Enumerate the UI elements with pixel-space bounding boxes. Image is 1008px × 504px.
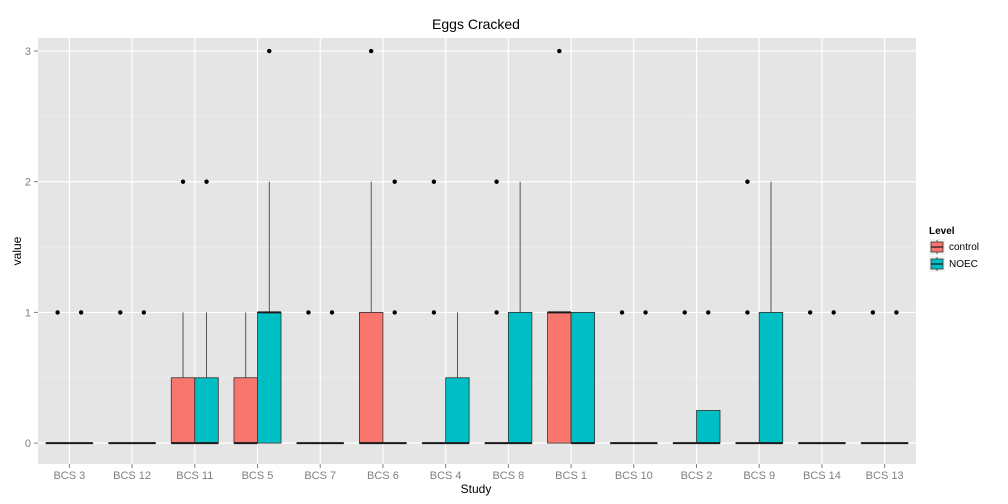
x-tick-label: BCS 9 (743, 470, 775, 482)
outlier-point (180, 179, 186, 184)
x-axis-title: Study (461, 482, 492, 496)
y-axis-title: value (10, 236, 24, 265)
outlier-point (267, 48, 272, 54)
x-tick-label: BCS 8 (492, 470, 524, 482)
box-control (296, 310, 321, 445)
box-noec (696, 310, 721, 445)
plot-panel (38, 38, 916, 464)
box-control (233, 312, 258, 445)
box-noec (821, 310, 846, 445)
y-tick-label: 1 (25, 307, 31, 319)
legend-item-control: control (929, 239, 979, 255)
outlier-point (870, 310, 876, 315)
x-tick-label: BCS 4 (430, 470, 462, 482)
legend-title: Level (929, 226, 955, 237)
chart-title: Eggs Cracked (432, 16, 520, 32)
box-rect (359, 312, 384, 444)
outlier-point (141, 310, 147, 315)
box-rect (570, 312, 595, 444)
box-rect (445, 377, 470, 444)
x-tick-label: BCS 10 (615, 470, 653, 482)
box-rect (507, 312, 533, 444)
outlier-point (557, 48, 562, 54)
box-control (798, 310, 823, 445)
outlier-point (204, 179, 209, 184)
series-control (45, 48, 886, 445)
outlier-point (494, 179, 499, 184)
series-noec (68, 48, 909, 445)
box-control (672, 310, 697, 445)
x-tick-label: BCS 11 (176, 470, 213, 482)
box-noec (68, 310, 94, 445)
box-control (421, 179, 447, 445)
y-axis: 0 1 2 3 (25, 46, 38, 450)
outlier-point (745, 310, 750, 315)
x-tick-label: BCS 14 (803, 470, 841, 482)
box-noec (382, 179, 407, 445)
box-rect (696, 410, 721, 444)
box-rect (257, 312, 282, 444)
legend-label: control (949, 242, 979, 253)
x-tick-label: BCS 7 (304, 470, 336, 482)
outlier-point (392, 310, 397, 315)
x-tick-label: BCS 1 (555, 470, 587, 482)
outlier-point (807, 310, 813, 315)
outlier-point (55, 310, 60, 315)
x-tick-label: BCS 2 (681, 470, 713, 482)
box-rect (233, 377, 258, 444)
box-rect (194, 377, 219, 444)
box-noec (884, 310, 909, 445)
box-noec (758, 181, 784, 445)
x-axis: BCS 3 BCS 12 BCS 11 BCS 5 BCS 7 BCS 6 BCS 4 BCS… (53, 464, 904, 482)
outlier-point (329, 310, 335, 315)
box-noec (319, 310, 345, 445)
outlier-point (831, 310, 836, 315)
outlier-point (306, 310, 311, 315)
x-tick-label: BCS 6 (367, 470, 399, 482)
box-control (359, 48, 384, 445)
x-tick-label: BCS 13 (866, 470, 904, 482)
legend: Level control NOEC (929, 226, 979, 272)
box-series (45, 48, 909, 445)
legend-items: control NOEC (929, 239, 979, 272)
outlier-point (368, 48, 374, 54)
box-noec (131, 310, 156, 445)
y-tick-label: 0 (25, 438, 31, 450)
box-noec (507, 181, 533, 445)
outlier-point (894, 310, 899, 315)
box-control (735, 179, 760, 445)
box-rect (547, 312, 572, 444)
outlier-point (745, 179, 750, 184)
outlier-point (619, 310, 625, 315)
x-tick-label: BCS 3 (53, 470, 85, 482)
box-rect (170, 377, 196, 444)
box-noec (257, 48, 282, 444)
outlier-point (392, 179, 397, 184)
box-control (609, 310, 635, 445)
outlier-point (431, 310, 437, 315)
y-tick-label: 2 (25, 177, 31, 189)
box-noec (570, 312, 595, 445)
x-tick-label: BCS 5 (242, 470, 274, 482)
box-control (45, 310, 70, 445)
legend-item-noec: NOEC (929, 256, 978, 272)
outlier-point (682, 310, 687, 315)
outlier-point (78, 310, 84, 315)
outlier-point (643, 310, 648, 315)
legend-label: NOEC (949, 259, 978, 270)
box-rect (758, 312, 784, 444)
x-tick-label: BCS 12 (113, 470, 151, 482)
box-noec (194, 179, 219, 445)
y-tick-label: 3 (25, 46, 31, 58)
outlier-point (494, 310, 499, 315)
outlier-point (706, 310, 711, 315)
box-noec (633, 310, 658, 445)
box-noec (445, 312, 470, 445)
box-control (484, 179, 509, 445)
outlier-point (431, 179, 437, 184)
outlier-point (118, 310, 123, 315)
